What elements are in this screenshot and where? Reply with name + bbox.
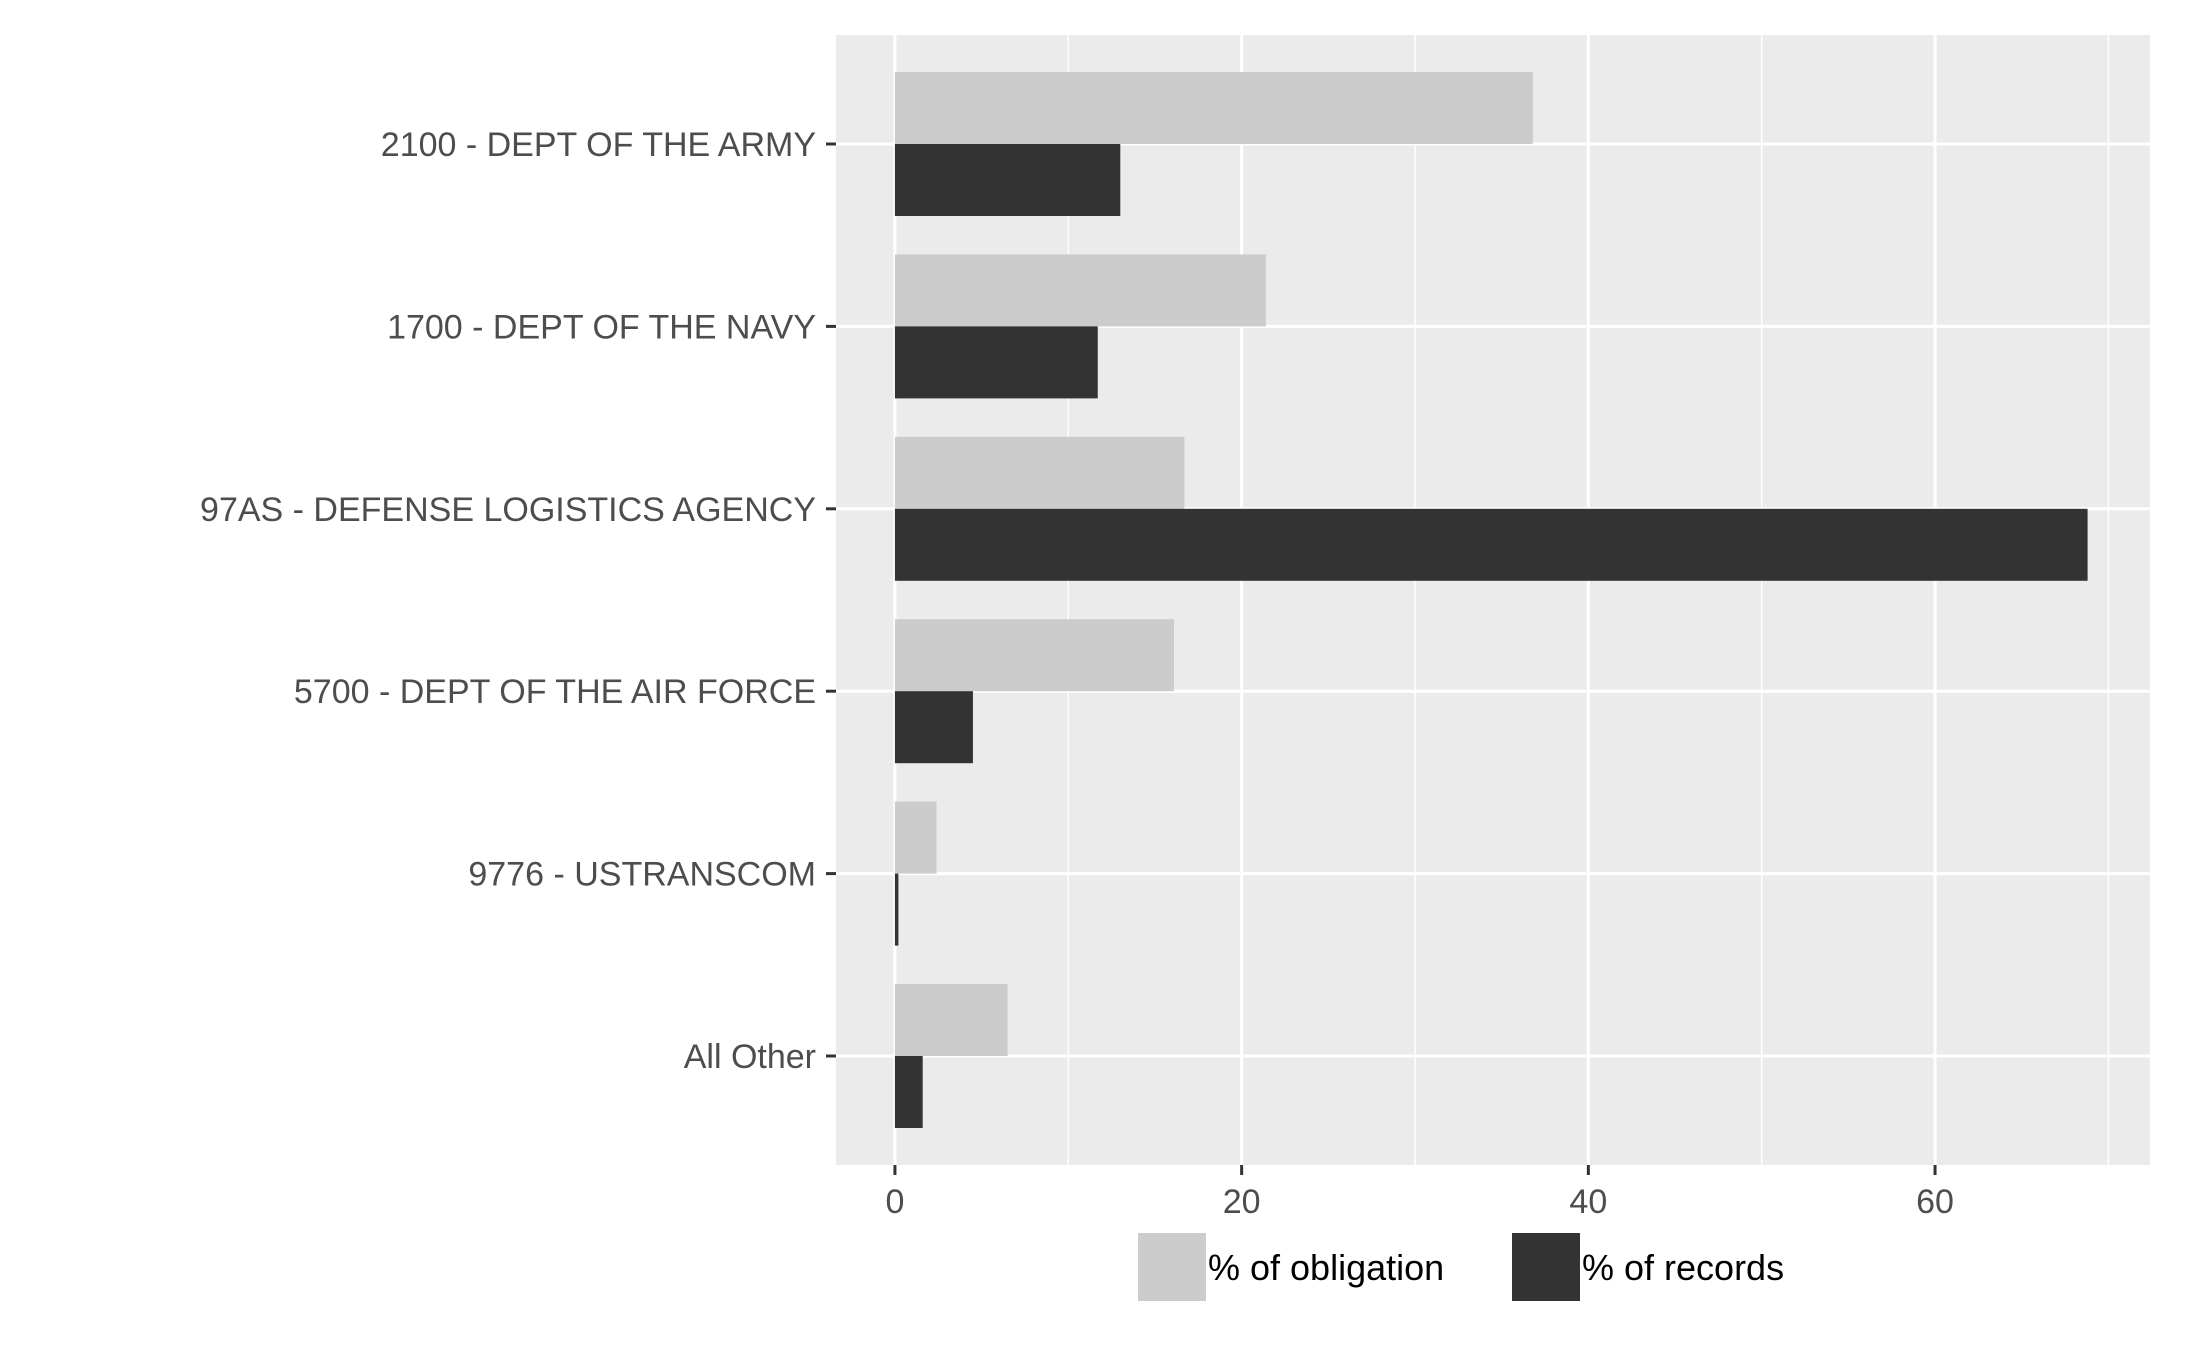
bar-records-2 [894, 508, 2088, 581]
bar-records-4 [894, 873, 899, 946]
x-tick-label: 40 [1569, 1183, 1607, 1221]
y-axis: 2100 - DEPT OF THE ARMY 1700 - DEPT OF TH… [200, 126, 836, 1076]
bar-obligation-2 [894, 436, 1185, 509]
x-tick-label: 60 [1916, 1183, 1954, 1221]
legend-label: % of obligation [1208, 1247, 1444, 1288]
x-tick-label: 0 [885, 1183, 904, 1221]
bar-records-0 [894, 144, 1121, 216]
category-label: 2100 - DEPT OF THE ARMY [381, 126, 816, 164]
category-label: 97AS - DEFENSE LOGISTICS AGENCY [200, 491, 816, 529]
category-label: 1700 - DEPT OF THE NAVY [387, 308, 816, 346]
x-axis: 0 20 40 60 [885, 1165, 1954, 1221]
legend-key-obligation [1138, 1233, 1206, 1301]
category-label: 9776 - USTRANSCOM [468, 856, 816, 894]
bar-obligation-3 [894, 619, 1175, 692]
minor-gridlines [1067, 35, 2110, 1165]
legend-key-records [1512, 1233, 1580, 1301]
bar-records-1 [894, 326, 1098, 399]
bar-obligation-1 [894, 254, 1266, 327]
bar-records-5 [894, 1056, 923, 1128]
legend-label: % of records [1582, 1247, 1784, 1288]
bars [894, 72, 2088, 1128]
category-label: All Other [684, 1038, 816, 1076]
plot-panel [836, 35, 2150, 1165]
bar-obligation-0 [894, 72, 1533, 144]
x-tick-label: 20 [1223, 1183, 1261, 1221]
legend: % of obligation % of records [1138, 1233, 1784, 1301]
bar-obligation-4 [894, 801, 937, 874]
bar-records-3 [894, 691, 973, 764]
category-label: 5700 - DEPT OF THE AIR FORCE [294, 673, 816, 711]
bar-obligation-5 [894, 984, 1008, 1056]
